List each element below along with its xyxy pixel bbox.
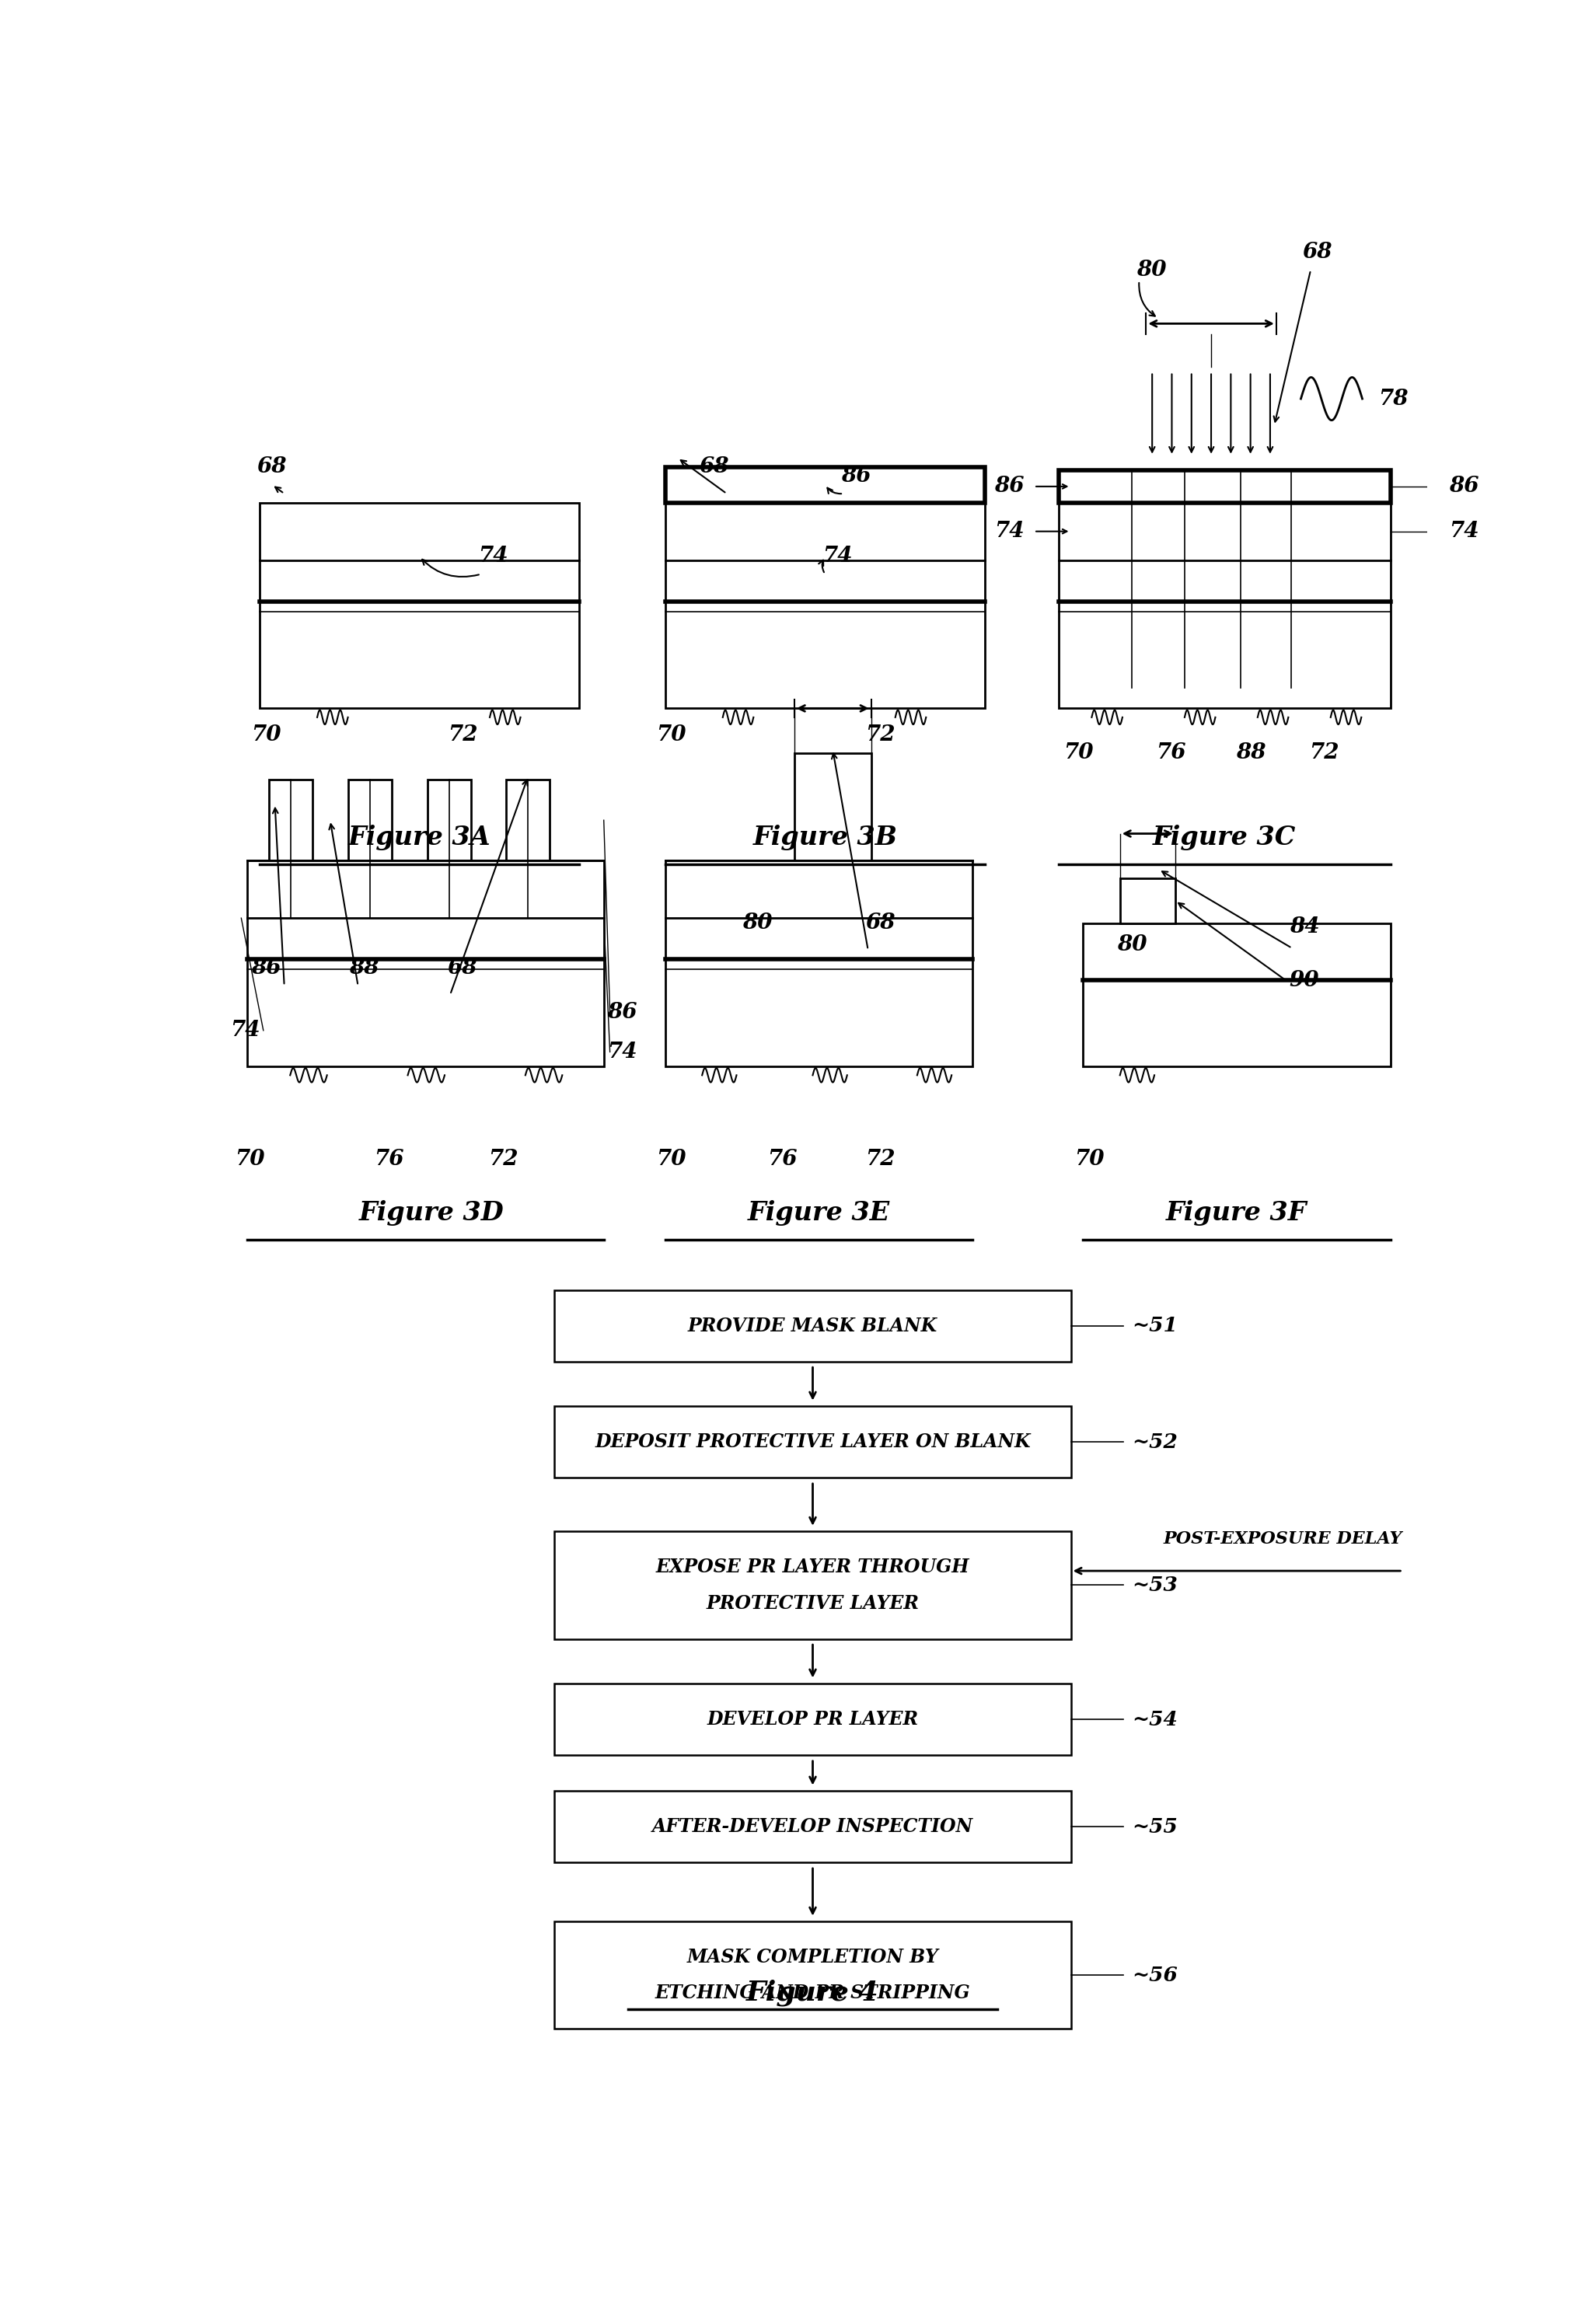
Text: Figure 3E: Figure 3E — [747, 1202, 889, 1227]
Text: AFTER-DEVELOP INSPECTION: AFTER-DEVELOP INSPECTION — [651, 1817, 973, 1836]
Text: ~53: ~53 — [1132, 1576, 1178, 1594]
Bar — [555, 1290, 1070, 1362]
Bar — [555, 1406, 1070, 1478]
Text: ~56: ~56 — [1132, 1966, 1178, 1985]
Bar — [1059, 502, 1390, 709]
Text: DEVELOP PR LAYER: DEVELOP PR LAYER — [707, 1710, 918, 1729]
Text: Figure 3F: Figure 3F — [1165, 1202, 1306, 1227]
Text: 72: 72 — [865, 1148, 896, 1169]
Text: 76: 76 — [1155, 744, 1186, 765]
Text: 86: 86 — [1449, 476, 1479, 497]
Bar — [506, 781, 550, 860]
Text: 86: 86 — [994, 476, 1024, 497]
Bar — [426, 781, 471, 860]
Bar — [555, 1532, 1070, 1638]
Text: 72: 72 — [865, 725, 896, 746]
Text: 74: 74 — [994, 521, 1024, 541]
Text: PROVIDE MASK BLANK: PROVIDE MASK BLANK — [688, 1315, 937, 1334]
Bar — [666, 467, 984, 502]
Bar — [1119, 878, 1174, 923]
Text: 80: 80 — [1136, 260, 1167, 281]
Bar — [347, 781, 391, 860]
Text: 78: 78 — [1377, 388, 1407, 409]
Bar — [247, 860, 604, 1067]
Text: 74: 74 — [479, 546, 507, 567]
Text: 88: 88 — [1235, 744, 1265, 765]
Text: ~54: ~54 — [1132, 1710, 1178, 1729]
Text: EXPOSE PR LAYER THROUGH: EXPOSE PR LAYER THROUGH — [656, 1557, 968, 1576]
Text: Figure 3A: Figure 3A — [347, 825, 491, 851]
Text: Figure 3D: Figure 3D — [358, 1202, 504, 1227]
Bar — [268, 781, 312, 860]
Text: 88: 88 — [349, 957, 379, 978]
Text: 86: 86 — [607, 1002, 637, 1023]
Text: Figure 4: Figure 4 — [747, 1980, 878, 2006]
Text: 86: 86 — [250, 957, 281, 978]
Bar — [666, 502, 984, 709]
Bar — [555, 1922, 1070, 2029]
Bar — [260, 502, 579, 709]
Text: Figure 3B: Figure 3B — [753, 825, 897, 851]
Text: 72: 72 — [1308, 744, 1338, 765]
Bar — [555, 1792, 1070, 1862]
Bar — [666, 860, 972, 1067]
Text: 72: 72 — [447, 725, 477, 746]
Text: 68: 68 — [865, 913, 896, 934]
Text: 70: 70 — [656, 1148, 686, 1169]
Text: 70: 70 — [250, 725, 281, 746]
Text: ~51: ~51 — [1132, 1315, 1178, 1336]
Text: ~55: ~55 — [1132, 1817, 1178, 1836]
Text: ETCHING AND PR STRIPPING: ETCHING AND PR STRIPPING — [655, 1985, 970, 2003]
Text: 74: 74 — [607, 1041, 637, 1062]
Text: ~52: ~52 — [1132, 1432, 1178, 1452]
Text: 80: 80 — [1117, 934, 1146, 955]
Bar — [1059, 469, 1390, 502]
Text: 70: 70 — [1073, 1148, 1103, 1169]
Bar — [555, 1683, 1070, 1755]
Text: POST-EXPOSURE DELAY: POST-EXPOSURE DELAY — [1163, 1532, 1403, 1548]
Text: 68: 68 — [257, 456, 287, 476]
Text: 70: 70 — [235, 1148, 265, 1169]
Text: 76: 76 — [767, 1148, 797, 1169]
Text: PROTECTIVE LAYER: PROTECTIVE LAYER — [705, 1594, 919, 1613]
Text: 70: 70 — [656, 725, 686, 746]
Text: 86: 86 — [840, 465, 870, 486]
Text: 68: 68 — [1301, 242, 1331, 263]
Text: 74: 74 — [230, 1020, 260, 1041]
Text: 70: 70 — [1064, 744, 1092, 765]
Text: 80: 80 — [742, 913, 772, 934]
Text: 74: 74 — [1449, 521, 1479, 541]
Bar — [794, 753, 870, 860]
Text: 72: 72 — [488, 1148, 518, 1169]
Text: Figure 3C: Figure 3C — [1152, 825, 1295, 851]
Text: 84: 84 — [1289, 916, 1319, 937]
Text: DEPOSIT PROTECTIVE LAYER ON BLANK: DEPOSIT PROTECTIVE LAYER ON BLANK — [594, 1432, 1030, 1452]
Text: 90: 90 — [1289, 969, 1319, 990]
Text: 68: 68 — [447, 957, 477, 978]
Text: MASK COMPLETION BY: MASK COMPLETION BY — [686, 1948, 938, 1966]
Bar — [1083, 923, 1390, 1067]
Text: 76: 76 — [374, 1148, 404, 1169]
Text: 74: 74 — [823, 546, 851, 567]
Text: 68: 68 — [699, 456, 729, 476]
